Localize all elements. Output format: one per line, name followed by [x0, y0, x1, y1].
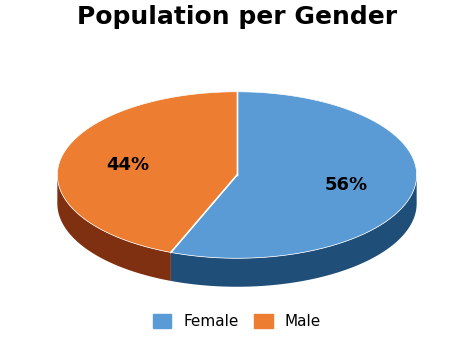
Polygon shape — [171, 176, 417, 287]
Polygon shape — [171, 92, 417, 258]
Text: 56%: 56% — [325, 176, 368, 194]
Polygon shape — [57, 92, 237, 252]
Text: 44%: 44% — [106, 156, 149, 174]
Title: Population per Gender: Population per Gender — [77, 5, 397, 29]
Legend: Female, Male: Female, Male — [147, 308, 327, 336]
Polygon shape — [57, 175, 171, 281]
